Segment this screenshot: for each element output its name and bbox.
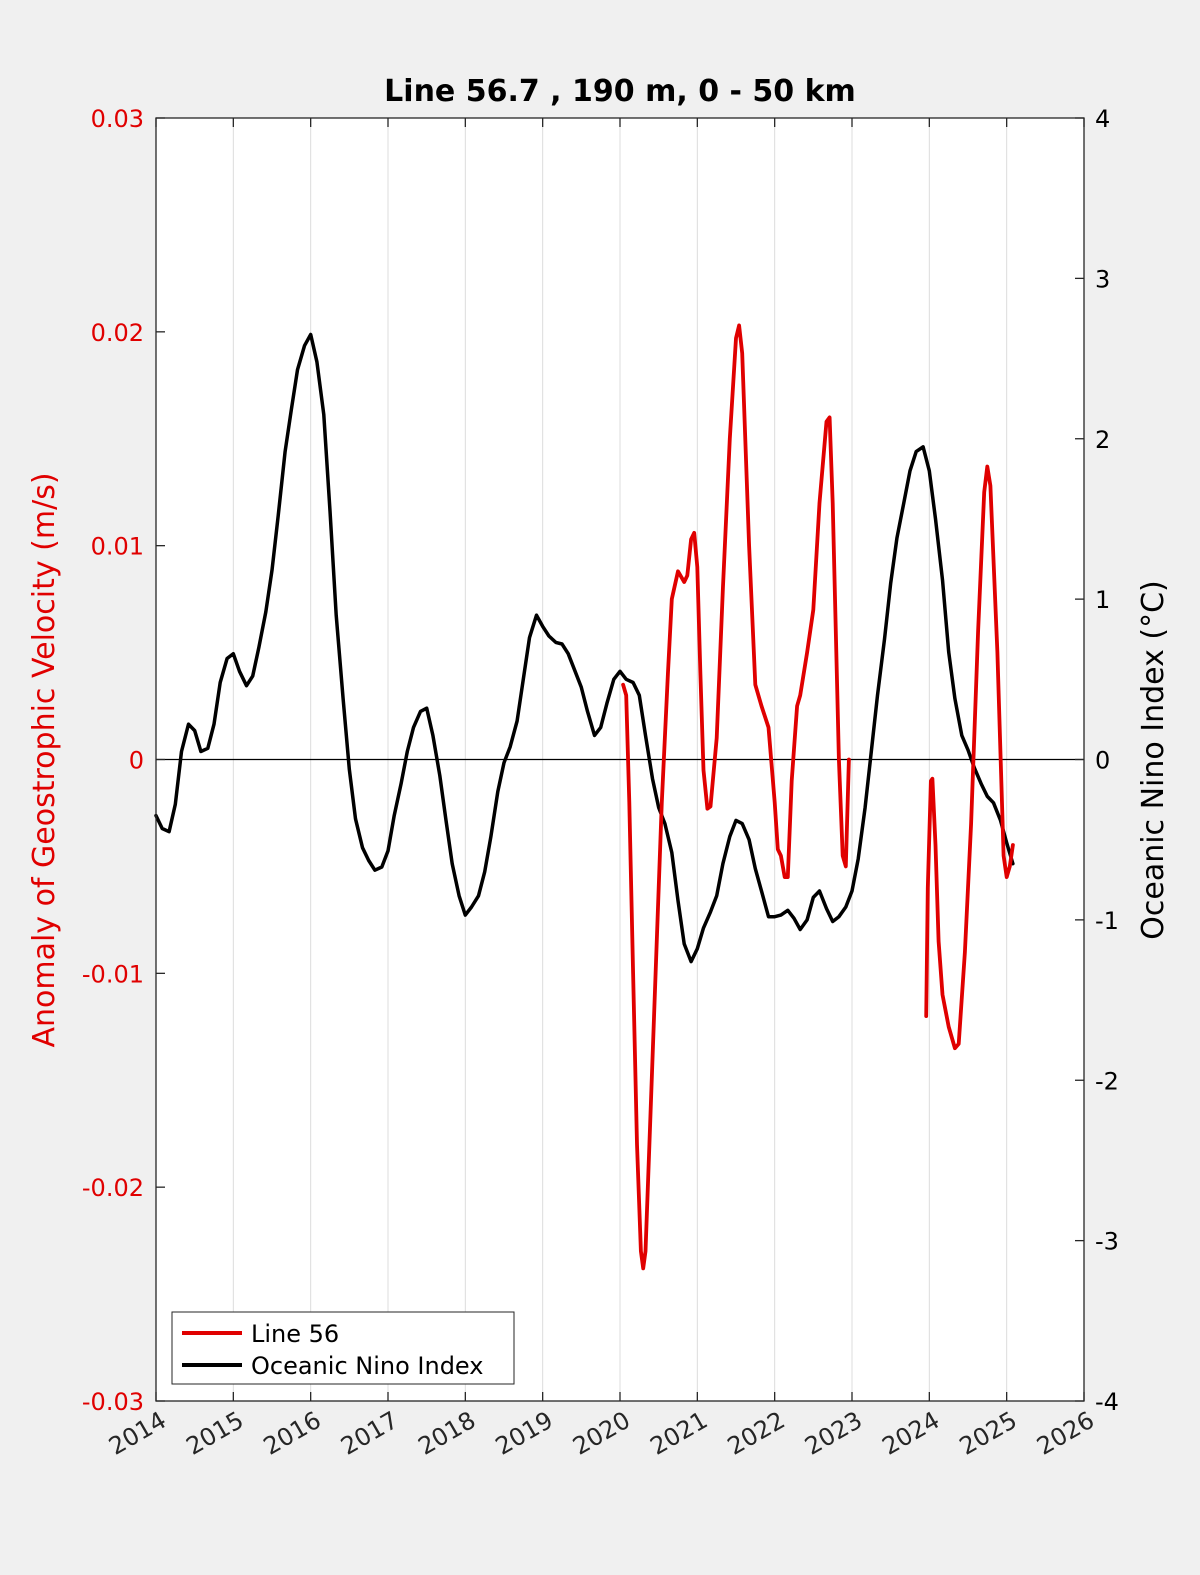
y-right-tick-label: 1 [1095, 586, 1110, 614]
y-left-tick-label: -0.03 [82, 1388, 144, 1416]
x-tick-label: 2019 [491, 1406, 558, 1461]
x-tick-label: 2025 [955, 1406, 1022, 1461]
y-left-tick-label: 0.01 [91, 533, 144, 561]
x-tick-label: 2016 [259, 1406, 326, 1461]
x-tick-label: 2022 [723, 1406, 790, 1461]
x-tick-label: 2021 [645, 1406, 712, 1461]
y-right-tick-label: 0 [1095, 747, 1110, 775]
series-layer [154, 323, 1015, 1271]
x-tick-label: 2018 [413, 1406, 480, 1461]
legend-box [171, 1311, 515, 1385]
y-right-axis: 4 3 2 1 0 -1 -2 -3 -4 [1075, 105, 1119, 1416]
series-line-oceanic-nino-index [154, 332, 1015, 964]
legend-label-line-56: Line 56 [251, 1320, 339, 1348]
x-tick-label: 2024 [877, 1406, 944, 1461]
y-right-tick-label: -4 [1095, 1388, 1119, 1416]
x-tick-label: 2026 [1032, 1406, 1099, 1461]
y-left-tick-label: 0.02 [91, 319, 144, 347]
x-tick-label: 2015 [181, 1406, 248, 1461]
y-right-tick-label: -1 [1095, 907, 1119, 935]
legend: Line 56 Oceanic Nino Index [171, 1311, 515, 1385]
y-left-tick-label: 0.03 [91, 105, 144, 133]
y-left-tick-label: 0 [129, 747, 144, 775]
chart-title: Line 56.7 , 190 m, 0 - 50 km [384, 74, 856, 109]
y-right-tick-label: 2 [1095, 426, 1110, 454]
y-right-label: Oceanic Nino Index (°C) [1136, 580, 1171, 940]
y-left-axis: 0.03 0.02 0.01 0 -0.01 -0.02 -0.03 [82, 105, 165, 1416]
series-line-line-56-segment-2 [924, 464, 1015, 1051]
y-right-tick-label: -3 [1095, 1228, 1119, 1256]
y-left-tick-label: -0.01 [82, 960, 144, 988]
series-line-line-56-segment-1 [621, 323, 851, 1271]
y-left-label: Anomaly of Geostrophic Velocity (m/s) [27, 472, 62, 1047]
x-tick-label: 2017 [336, 1406, 403, 1461]
x-tick-label: 2020 [568, 1406, 635, 1461]
x-tick-label: 2023 [800, 1406, 867, 1461]
y-right-tick-label: -2 [1095, 1067, 1119, 1095]
y-right-tick-label: 3 [1095, 265, 1110, 293]
legend-label-oni: Oceanic Nino Index [251, 1352, 483, 1380]
y-right-tick-label: 4 [1095, 105, 1110, 133]
y-left-tick-label: -0.02 [82, 1174, 144, 1202]
